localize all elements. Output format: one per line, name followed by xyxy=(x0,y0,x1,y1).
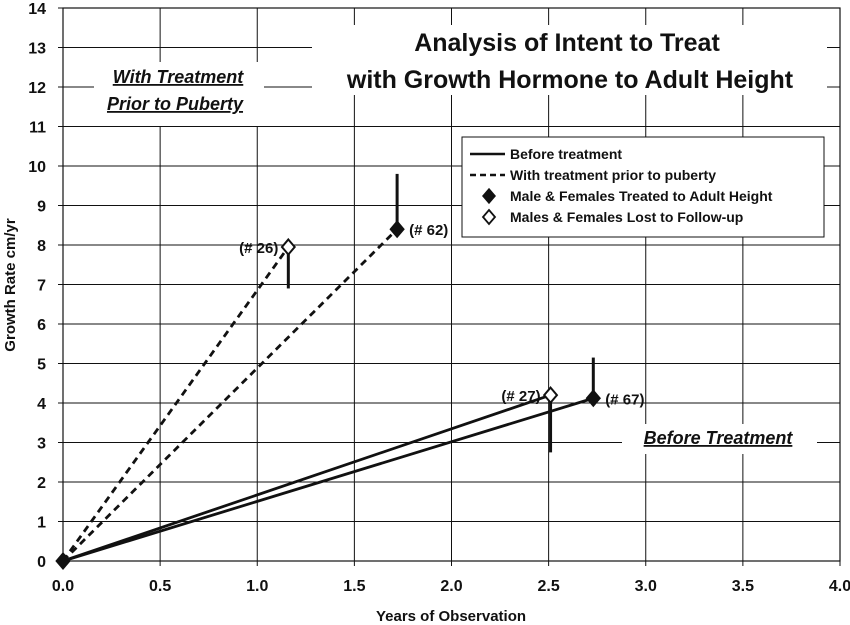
x-tick-label: 2.0 xyxy=(440,578,462,595)
legend-filled-diamond-icon xyxy=(482,187,496,205)
y-tick-label: 0 xyxy=(37,554,46,571)
legend-label-before-treatment: Before treatment xyxy=(510,146,622,162)
y-tick-label: 11 xyxy=(29,120,46,137)
y-tick-label: 13 xyxy=(28,41,46,58)
legend-box xyxy=(461,136,825,238)
grid xyxy=(63,8,840,561)
series-line-2 xyxy=(62,228,399,562)
x-tick-label: 1.5 xyxy=(343,578,365,595)
with-treatment-callout-box xyxy=(94,62,264,126)
y-tick-label: 8 xyxy=(37,238,46,255)
series-line-4 xyxy=(62,396,594,563)
y-tick-label: 10 xyxy=(28,159,46,176)
x-tick-label: 4.0 xyxy=(829,578,850,595)
y-tick-label: 9 xyxy=(37,199,46,216)
chart-title-line-1: Analysis of Intent to Treat xyxy=(414,29,720,57)
point-label-3: (# 27) xyxy=(501,388,540,405)
x-tick-label: 3.0 xyxy=(635,578,657,595)
point-label-2: (# 62) xyxy=(409,222,448,239)
legend-label-treated: Male & Females Treated to Adult Height xyxy=(510,188,773,204)
point-labels: (# 26) (# 62) (# 27) (# 67) xyxy=(239,222,644,408)
with-treatment-callout-line-2: Prior to Puberty xyxy=(107,94,244,114)
series xyxy=(61,173,595,563)
series-line-3 xyxy=(62,393,552,563)
y-tick-label: 6 xyxy=(37,317,46,334)
point-label-4: (# 67) xyxy=(605,391,644,408)
x-axis-ticks: 0.0 0.5 1.0 1.5 2.0 2.5 3.0 3.5 4.0 xyxy=(52,561,850,595)
chart-title-line-2: with Growth Hormone to Adult Height xyxy=(346,66,794,94)
y-tick-label: 5 xyxy=(37,357,46,374)
with-treatment-callout-line-1: With Treatment xyxy=(113,67,245,87)
y-tick-label: 4 xyxy=(37,396,46,413)
endpoint-marker-3 xyxy=(542,386,559,405)
endpoint-marker-1 xyxy=(280,237,297,257)
endpoint-marker-4 xyxy=(585,389,601,408)
x-tick-label: 1.0 xyxy=(246,578,268,595)
x-tick-label: 3.5 xyxy=(732,578,754,595)
title-box xyxy=(312,25,827,95)
x-tick-label: 0.5 xyxy=(149,578,171,595)
legend-label-with-treatment: With treatment prior to puberty xyxy=(510,167,716,183)
x-axis-label: Years of Observation xyxy=(376,608,526,625)
point-label-1: (# 26) xyxy=(239,240,278,257)
markers xyxy=(55,220,601,571)
y-tick-label: 2 xyxy=(37,475,46,492)
y-tick-label: 1 xyxy=(37,515,46,532)
legend-open-diamond-icon xyxy=(481,208,497,226)
y-tick-label: 12 xyxy=(28,80,46,97)
origin-marker xyxy=(55,551,71,571)
series-line-1 xyxy=(61,246,290,562)
y-tick-label: 3 xyxy=(37,436,46,453)
legend-label-lost: Males & Females Lost to Follow-up xyxy=(510,209,743,225)
legend: Before treatment With treatment prior to… xyxy=(461,136,825,238)
endpoint-marker-2 xyxy=(389,220,405,239)
before-treatment-callout: Before Treatment xyxy=(644,428,794,448)
x-tick-label: 2.5 xyxy=(538,578,560,595)
y-axis-label: Growth Rate cm/yr xyxy=(2,218,19,352)
before-treatment-callout-box xyxy=(622,424,817,454)
y-tick-label: 7 xyxy=(37,278,46,295)
x-tick-label: 0.0 xyxy=(52,578,74,595)
y-tick-label: 14 xyxy=(28,1,46,18)
